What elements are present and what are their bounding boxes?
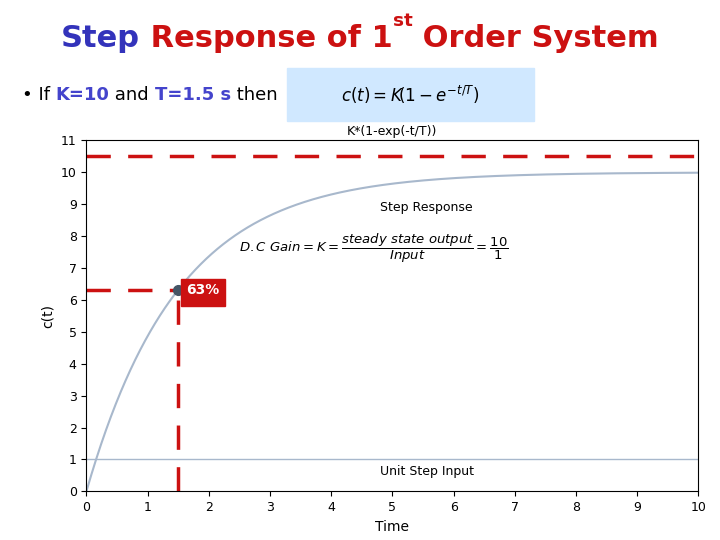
- Text: st: st: [392, 12, 413, 30]
- Text: Order System: Order System: [413, 24, 659, 52]
- Title: K*(1-exp(-t/T)): K*(1-exp(-t/T)): [347, 125, 438, 138]
- Text: K=10: K=10: [55, 85, 109, 104]
- Text: 63%: 63%: [186, 283, 220, 296]
- Text: Step: Step: [61, 24, 140, 52]
- X-axis label: Time: Time: [375, 519, 410, 534]
- Text: $D.C\ Gain = K = \dfrac{steady\ state\ output}{Input} = \dfrac{10}{1}$: $D.C\ Gain = K = \dfrac{steady\ state\ o…: [239, 232, 509, 266]
- FancyBboxPatch shape: [181, 279, 225, 306]
- Text: Step Response: Step Response: [380, 200, 473, 214]
- Text: and: and: [109, 85, 155, 104]
- Text: Response of 1: Response of 1: [140, 24, 392, 52]
- Text: T=1.5 s: T=1.5 s: [155, 85, 230, 104]
- Text: then: then: [230, 85, 277, 104]
- Text: Unit Step Input: Unit Step Input: [380, 465, 474, 478]
- Text: • If: • If: [22, 85, 55, 104]
- FancyBboxPatch shape: [287, 68, 534, 122]
- Y-axis label: c(t): c(t): [41, 304, 55, 328]
- Text: $c(t) = K\!\left(1 - e^{-t/T}\right)$: $c(t) = K\!\left(1 - e^{-t/T}\right)$: [341, 84, 480, 105]
